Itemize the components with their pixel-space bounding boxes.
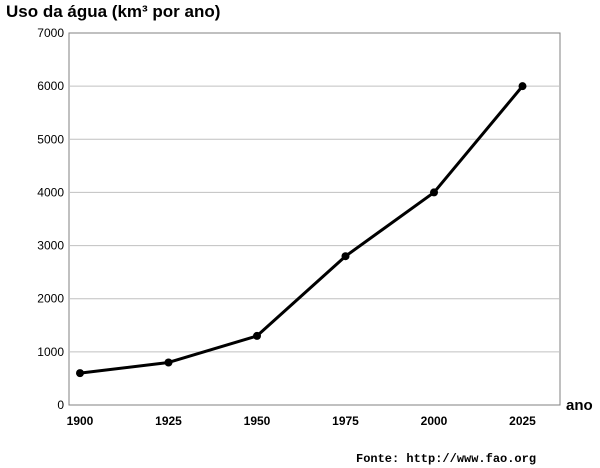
x-axis-ticks: 1900 1925 1950 1975 2000 2025 xyxy=(67,414,537,428)
x-tick-label-2: 1950 xyxy=(244,414,271,428)
data-point-0-4 xyxy=(430,188,438,197)
y-tick-label-1: 1000 xyxy=(37,345,64,359)
x-tick-label-1: 1925 xyxy=(155,414,182,428)
x-tick-label-0: 1900 xyxy=(67,414,94,428)
x-tick-label-5: 2025 xyxy=(509,414,536,428)
source-note: Fonte: http://www.fao.org xyxy=(356,452,536,466)
data-point-0-3 xyxy=(341,252,350,261)
y-tick-label-2: 2000 xyxy=(37,292,64,306)
x-axis-label: ano xyxy=(566,397,593,414)
y-tick-label-4: 4000 xyxy=(37,185,64,199)
y-axis-label: Uso da água (km³ por ano) xyxy=(6,2,220,21)
y-axis-ticks: 0 1000 2000 3000 4000 5000 6000 7000 xyxy=(37,26,64,412)
grid-lines xyxy=(69,85,560,353)
plot-area xyxy=(68,32,561,406)
series-group xyxy=(76,82,527,378)
y-tick-label-5: 5000 xyxy=(37,132,64,146)
x-tick-label-3: 1975 xyxy=(332,414,359,428)
data-point-0-0 xyxy=(76,369,84,378)
y-tick-label-0: 0 xyxy=(57,398,64,412)
y-tick-label-6: 6000 xyxy=(37,79,64,93)
x-tick-label-4: 2000 xyxy=(421,414,448,428)
series-line-0 xyxy=(79,85,524,375)
data-point-0-1 xyxy=(164,358,173,367)
y-tick-label-7: 7000 xyxy=(37,26,64,40)
data-point-0-5 xyxy=(518,82,527,91)
y-tick-label-3: 3000 xyxy=(37,239,64,253)
data-point-0-2 xyxy=(253,331,261,340)
